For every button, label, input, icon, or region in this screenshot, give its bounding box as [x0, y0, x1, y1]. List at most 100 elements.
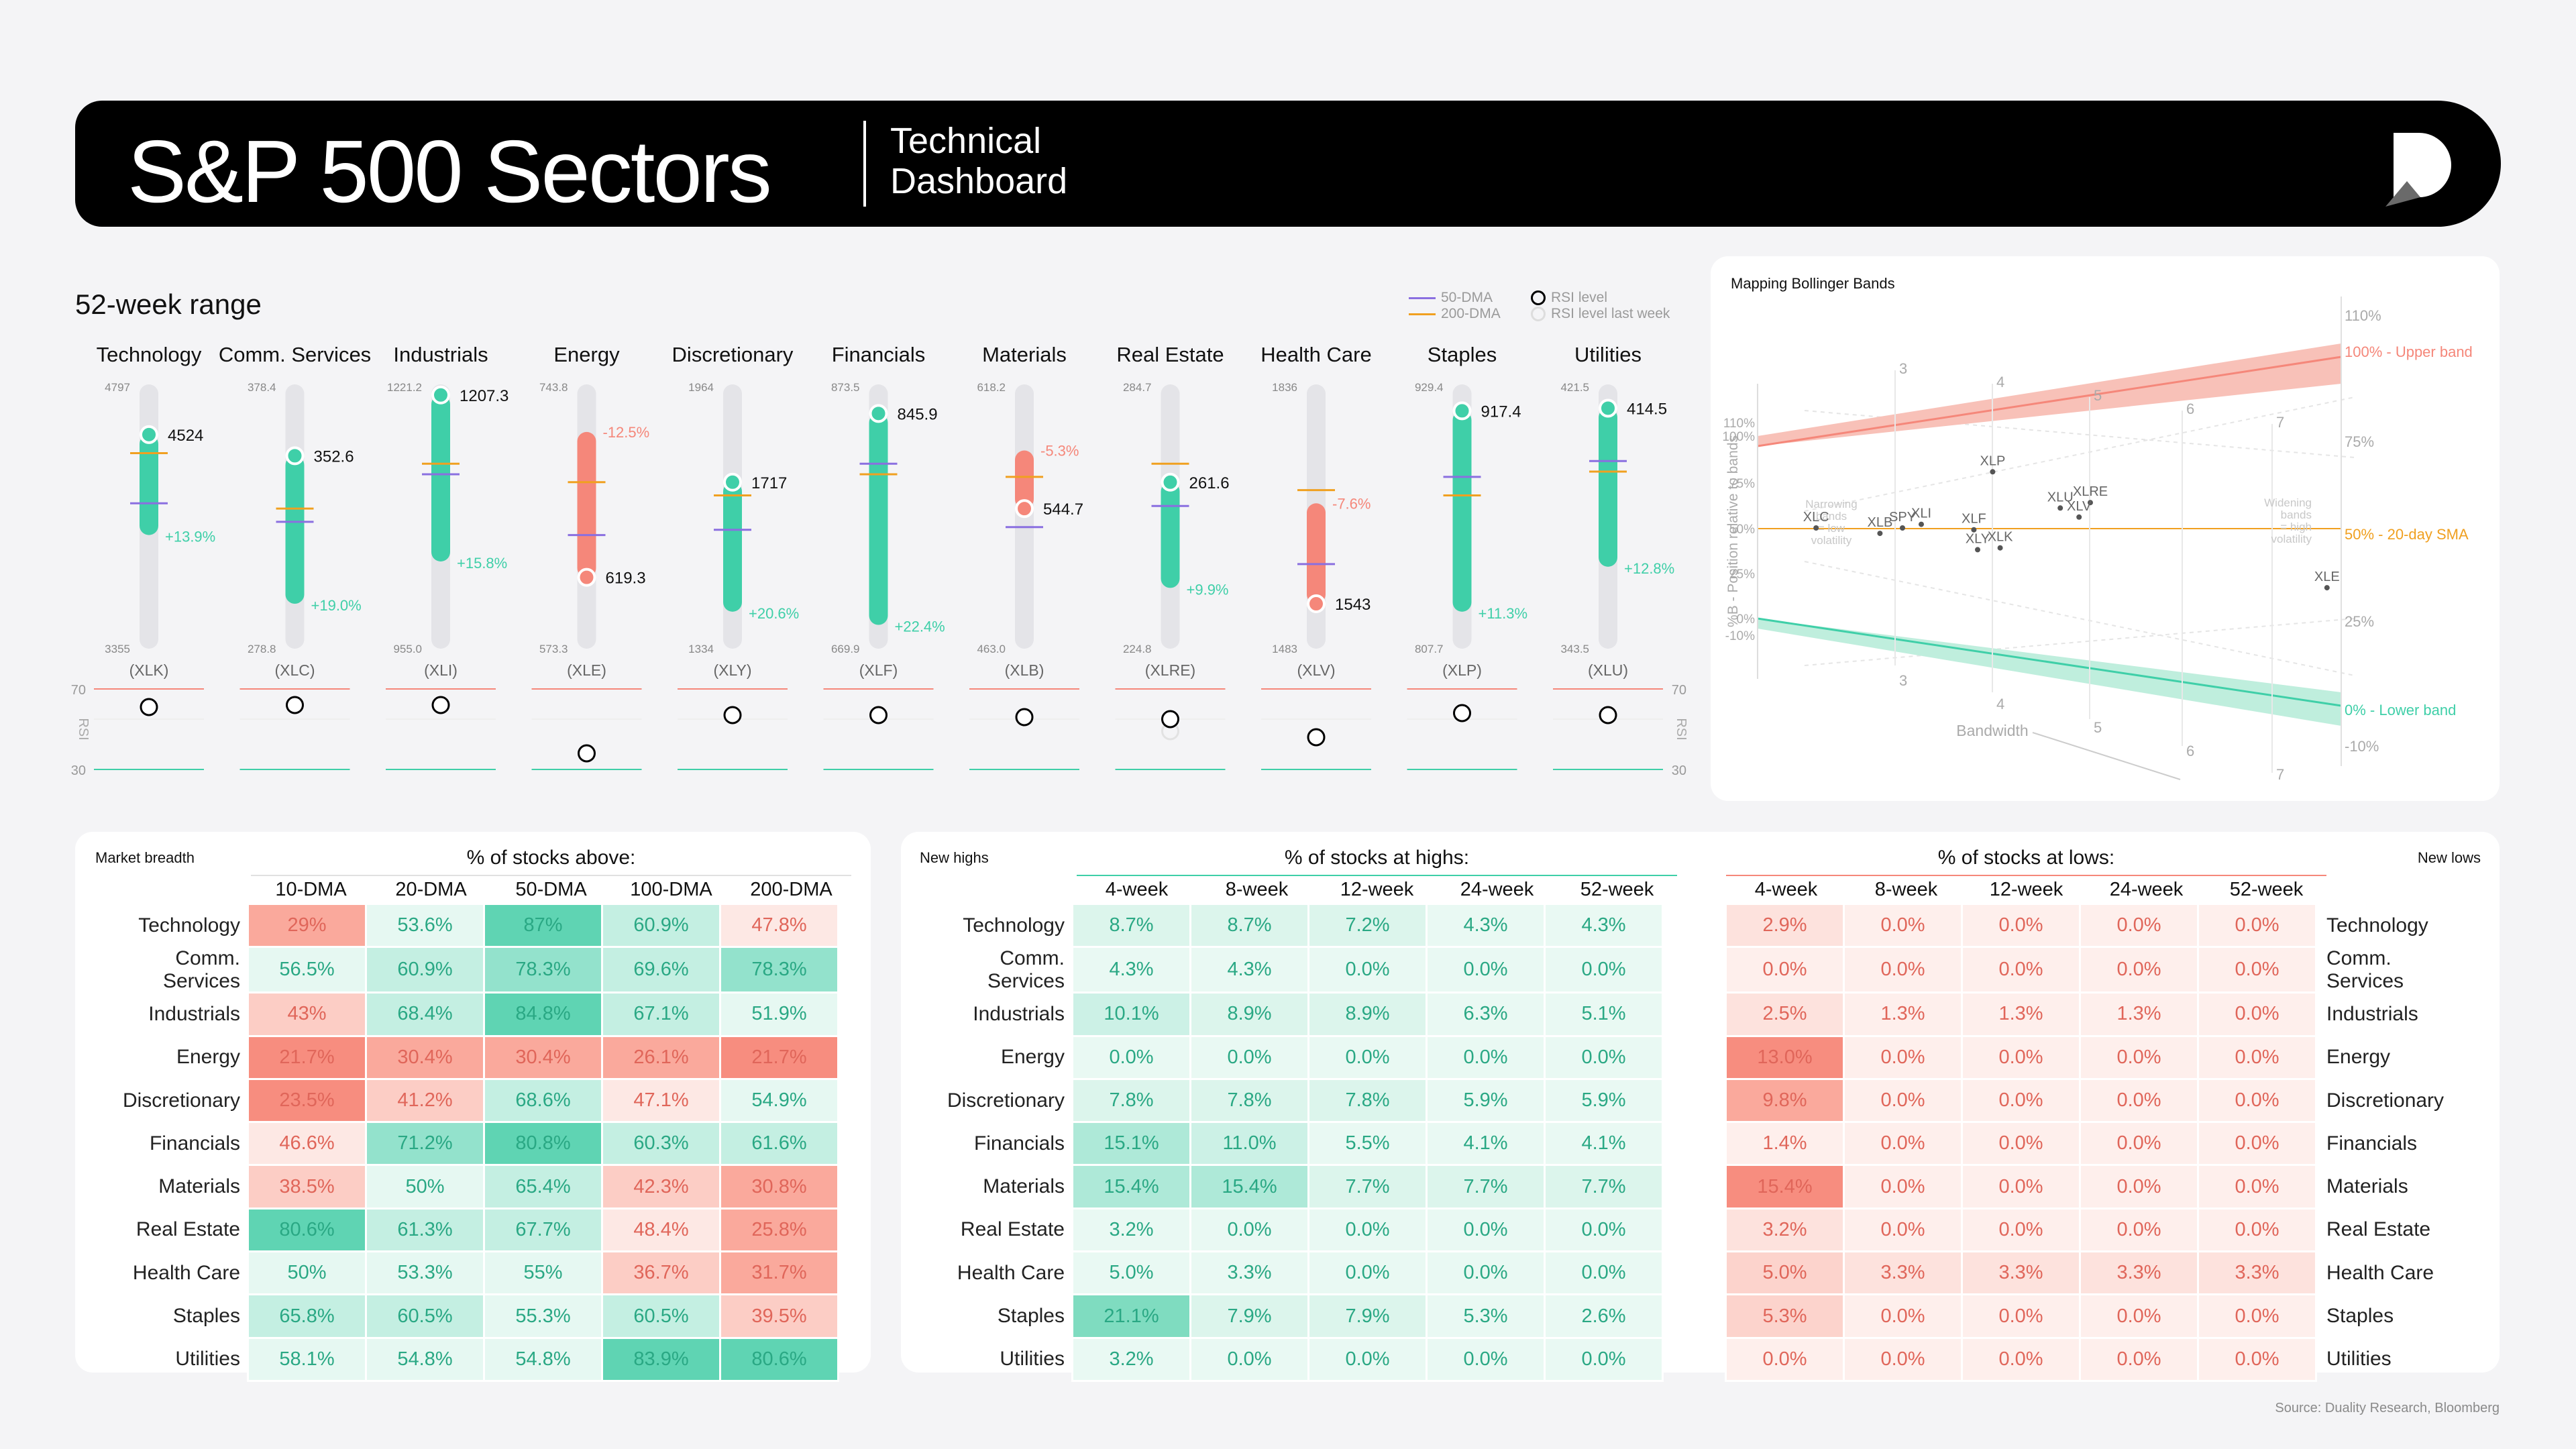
row-label: Discretionary [2326, 1089, 2445, 1112]
new-highs-table: Technology 8.7% 8.7% 7.2% 4.3% 4.3% Comm. Serv… [920, 902, 1664, 1382]
table-cell: 21.7% [719, 1034, 839, 1080]
sector-name: Discretionary [672, 343, 794, 366]
annotation-narrow4: volatility [1811, 534, 1852, 547]
table-cell: 0.0% [1843, 1077, 1963, 1124]
table-cell: 0.0% [1843, 1164, 1963, 1210]
row-label: Technology [138, 914, 240, 936]
range-high-label: 743.8 [539, 381, 568, 394]
row-label: Staples [997, 1305, 1065, 1328]
table-cell: 78.3% [719, 946, 839, 994]
table-row: 9.8% 0.0% 0.0% 0.0% 0.0% Discretionary [1725, 1077, 2473, 1124]
price-label: 544.7 [1043, 500, 1083, 519]
point-xly [1975, 547, 1980, 553]
y-tick-label: 25% [1729, 568, 1755, 582]
table-cell: 68.6% [483, 1077, 603, 1124]
point-label-xle: XLE [2314, 570, 2340, 584]
row-label: Industrials [973, 1002, 1065, 1025]
table-cell: 5.9% [1426, 1077, 1546, 1124]
rsi-marker [1307, 728, 1326, 747]
table-cell: 61.3% [365, 1207, 485, 1253]
table-cell: 0.0% [1544, 1207, 1664, 1253]
column-header: 4-week [1105, 879, 1169, 900]
table-cell: 7.7% [1307, 1164, 1428, 1210]
point-xlf [1971, 527, 1977, 533]
rsi-axis-30: 30 [71, 763, 86, 778]
ticker-label: (XLF) [859, 661, 898, 679]
table-cell: 0.0% [2079, 1077, 2199, 1124]
table-cell: 0.0% [1189, 1034, 1309, 1080]
sector-name: Utilities [1574, 343, 1642, 366]
table-cell: 0.0% [2197, 1164, 2317, 1210]
row-label: Industrials [2326, 1002, 2418, 1025]
column-header: 8-week [1225, 879, 1289, 900]
new-lows-group-header: % of stocks at lows: [1937, 847, 2115, 869]
row-label: Technology [2326, 914, 2428, 936]
ticker-label: (XLB) [1005, 661, 1044, 679]
price-label: 917.4 [1481, 402, 1521, 421]
table-cell: 30.8% [719, 1164, 839, 1210]
table-cell: 43% [247, 991, 367, 1037]
brand-logo-icon [2385, 133, 2451, 207]
rsi-marker [723, 706, 742, 724]
table-cell: 0.0% [1961, 1293, 2081, 1339]
change-bar [285, 455, 305, 604]
point-label-xlre: XLRE [2073, 484, 2108, 499]
table-cell: 0.0% [1961, 1034, 2081, 1080]
table-cell: 15.4% [1189, 1164, 1309, 1210]
row-label: Staples [172, 1305, 240, 1328]
table-cell: 80.8% [483, 1121, 603, 1167]
bandwidth-tick-top: 5 [2094, 387, 2102, 404]
upper-mid-guide [1804, 396, 2355, 512]
point-xlb [1877, 531, 1883, 537]
bandwidth-tick-top: 3 [1899, 360, 1907, 377]
row-label: Discretionary [947, 1089, 1065, 1112]
change-label: +15.8% [457, 555, 507, 572]
change-label: +12.8% [1624, 560, 1674, 577]
rsi-marker [1453, 704, 1471, 722]
range-low-label: 955.0 [393, 643, 422, 655]
table-cell: 0.0% [2079, 1164, 2199, 1210]
bollinger-title: Mapping Bollinger Bands [1731, 275, 1895, 292]
table-cell: 42.3% [601, 1164, 721, 1210]
bandwidth-tick-bottom: 3 [1899, 672, 1907, 689]
row-label: Financials [973, 1132, 1065, 1155]
table-cell: 30.4% [483, 1034, 603, 1080]
table-cell: 5.5% [1307, 1121, 1428, 1167]
ticker-label: (XLC) [274, 661, 315, 679]
table-cell: 0.0% [2079, 1207, 2199, 1253]
column-header: 52-week [1580, 879, 1654, 900]
table-row: Comm. Services 56.5% 60.9% 78.3% 69.6% 78.3% [95, 946, 839, 994]
table-cell: 5.3% [1426, 1293, 1546, 1339]
range-high-label: 1836 [1272, 381, 1297, 394]
table-row: Real Estate 3.2% 0.0% 0.0% 0.0% 0.0% [920, 1207, 1664, 1253]
table-cell: 3.3% [1843, 1250, 1963, 1296]
table-cell: 56.5% [247, 946, 367, 994]
table-cell: 26.1% [601, 1034, 721, 1080]
table-cell: 3.3% [1189, 1250, 1309, 1296]
price-label: 261.6 [1189, 474, 1230, 492]
table-cell: 2.6% [1544, 1293, 1664, 1339]
y-tick-label: 75% [1729, 477, 1755, 491]
table-cell: 8.9% [1307, 991, 1428, 1037]
table-row: Industrials 10.1% 8.9% 8.9% 6.3% 5.1% [920, 991, 1664, 1037]
column-header: 20-DMA [395, 879, 467, 900]
price-label: 1207.3 [460, 387, 508, 405]
table-row: Industrials 43% 68.4% 84.8% 67.1% 51.9% [95, 991, 839, 1037]
table-cell: 0.0% [2197, 1034, 2317, 1080]
range-low-label: 807.7 [1415, 643, 1444, 655]
table-row: Discretionary 7.8% 7.8% 7.8% 5.9% 5.9% [920, 1077, 1664, 1124]
table-row: Discretionary 23.5% 41.2% 68.6% 47.1% 54.9% [95, 1077, 839, 1124]
table-cell: 5.1% [1544, 991, 1664, 1037]
table-cell: 0.0% [1307, 1250, 1428, 1296]
ticker-label: (XLK) [129, 661, 169, 679]
table-cell: 60.5% [601, 1293, 721, 1339]
subtitle-line-1: Technical [890, 121, 1042, 161]
table-row: 1.4% 0.0% 0.0% 0.0% 0.0% Financials [1725, 1121, 2473, 1167]
table-row: 0.0% 0.0% 0.0% 0.0% 0.0% Utilities [1725, 1336, 2473, 1382]
table-cell: 0.0% [2197, 1077, 2317, 1124]
bandwidth-tick-top: 7 [2276, 414, 2284, 431]
table-cell: 15.1% [1071, 1121, 1191, 1167]
point-label-xly: XLY [1966, 531, 1990, 546]
change-bar [723, 482, 742, 612]
price-dot [1599, 398, 1617, 418]
